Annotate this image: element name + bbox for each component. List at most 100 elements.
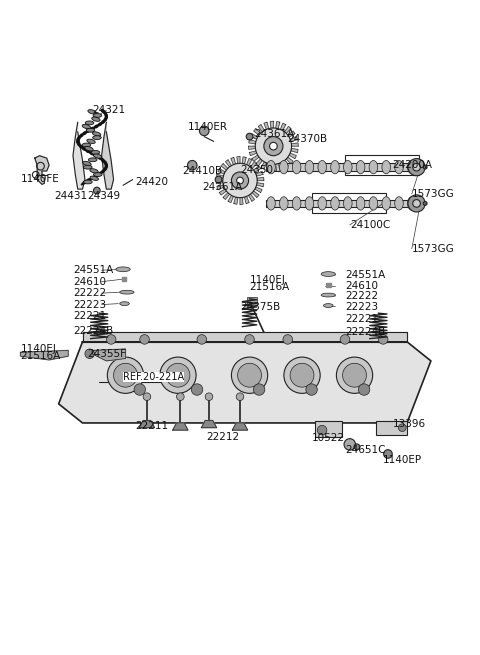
- Circle shape: [283, 335, 292, 345]
- Circle shape: [246, 133, 253, 140]
- Ellipse shape: [356, 160, 365, 174]
- Polygon shape: [92, 349, 125, 361]
- Circle shape: [413, 163, 420, 171]
- Circle shape: [192, 384, 203, 395]
- Circle shape: [231, 357, 268, 394]
- Ellipse shape: [90, 176, 98, 180]
- Text: 1573GG: 1573GG: [412, 189, 455, 199]
- Polygon shape: [251, 134, 258, 140]
- Ellipse shape: [318, 160, 326, 174]
- Polygon shape: [258, 124, 264, 132]
- Polygon shape: [255, 187, 262, 193]
- Polygon shape: [244, 196, 249, 204]
- Polygon shape: [278, 163, 283, 170]
- Ellipse shape: [120, 302, 129, 305]
- Circle shape: [343, 364, 366, 387]
- Polygon shape: [83, 332, 407, 342]
- Polygon shape: [261, 162, 266, 169]
- Polygon shape: [240, 198, 243, 204]
- Text: 24375B: 24375B: [240, 303, 280, 312]
- Text: 22221: 22221: [345, 314, 378, 324]
- Text: 10522: 10522: [312, 433, 345, 443]
- Polygon shape: [254, 128, 261, 135]
- Circle shape: [114, 364, 137, 387]
- Polygon shape: [59, 342, 431, 423]
- Text: 24361A: 24361A: [202, 181, 242, 192]
- Circle shape: [270, 142, 277, 150]
- Text: 24321: 24321: [92, 105, 125, 115]
- Text: 24355F: 24355F: [87, 348, 126, 359]
- Polygon shape: [35, 156, 49, 184]
- Circle shape: [236, 393, 244, 400]
- Ellipse shape: [321, 272, 336, 276]
- Circle shape: [359, 384, 370, 395]
- Text: REF.20-221A: REF.20-221A: [123, 372, 184, 382]
- Ellipse shape: [93, 136, 101, 140]
- Circle shape: [384, 450, 392, 458]
- Ellipse shape: [369, 196, 378, 210]
- Polygon shape: [267, 164, 271, 171]
- Text: 1140FE: 1140FE: [21, 174, 59, 183]
- Text: 24370B: 24370B: [288, 134, 328, 144]
- Polygon shape: [216, 181, 223, 183]
- Circle shape: [108, 357, 144, 394]
- Polygon shape: [286, 157, 293, 164]
- Ellipse shape: [356, 196, 365, 210]
- Text: 22224B: 22224B: [73, 326, 113, 336]
- Circle shape: [340, 335, 350, 345]
- Polygon shape: [249, 140, 256, 144]
- Circle shape: [160, 357, 196, 394]
- Polygon shape: [217, 185, 224, 190]
- Text: 24200A: 24200A: [393, 160, 432, 170]
- Circle shape: [290, 364, 314, 387]
- Ellipse shape: [82, 143, 91, 147]
- Circle shape: [94, 187, 100, 194]
- Text: 1573GG: 1573GG: [412, 244, 455, 253]
- Circle shape: [223, 163, 257, 198]
- Ellipse shape: [408, 160, 416, 174]
- Circle shape: [317, 425, 327, 435]
- Polygon shape: [219, 189, 227, 195]
- Ellipse shape: [408, 196, 416, 210]
- Text: 22224B: 22224B: [345, 328, 385, 337]
- Bar: [315, 421, 342, 438]
- Circle shape: [231, 172, 249, 189]
- Polygon shape: [226, 160, 231, 167]
- Bar: [266, 200, 417, 207]
- Ellipse shape: [84, 180, 92, 184]
- Text: 24420: 24420: [135, 177, 168, 187]
- Text: 24610: 24610: [73, 276, 106, 287]
- Ellipse shape: [395, 196, 403, 210]
- Circle shape: [408, 159, 425, 176]
- Polygon shape: [280, 123, 286, 130]
- Circle shape: [306, 384, 317, 395]
- Ellipse shape: [85, 121, 94, 125]
- Circle shape: [264, 137, 283, 156]
- Text: 24410B: 24410B: [183, 166, 223, 176]
- Ellipse shape: [318, 196, 326, 210]
- Polygon shape: [256, 172, 263, 176]
- Polygon shape: [234, 197, 238, 204]
- Text: 24651C: 24651C: [345, 445, 385, 455]
- Ellipse shape: [305, 160, 314, 174]
- Polygon shape: [257, 178, 264, 181]
- Ellipse shape: [94, 173, 102, 176]
- Ellipse shape: [86, 128, 95, 132]
- Polygon shape: [221, 164, 228, 170]
- Circle shape: [177, 393, 184, 400]
- Ellipse shape: [93, 113, 102, 117]
- Ellipse shape: [369, 160, 378, 174]
- Circle shape: [197, 335, 206, 345]
- Bar: [345, 155, 419, 175]
- Ellipse shape: [87, 139, 95, 143]
- Polygon shape: [232, 423, 248, 430]
- Circle shape: [215, 176, 222, 183]
- Polygon shape: [102, 122, 114, 189]
- Polygon shape: [257, 183, 264, 187]
- Circle shape: [423, 165, 427, 169]
- Circle shape: [188, 160, 197, 170]
- Ellipse shape: [120, 290, 134, 294]
- Ellipse shape: [344, 160, 352, 174]
- Ellipse shape: [382, 160, 391, 174]
- Ellipse shape: [94, 154, 102, 159]
